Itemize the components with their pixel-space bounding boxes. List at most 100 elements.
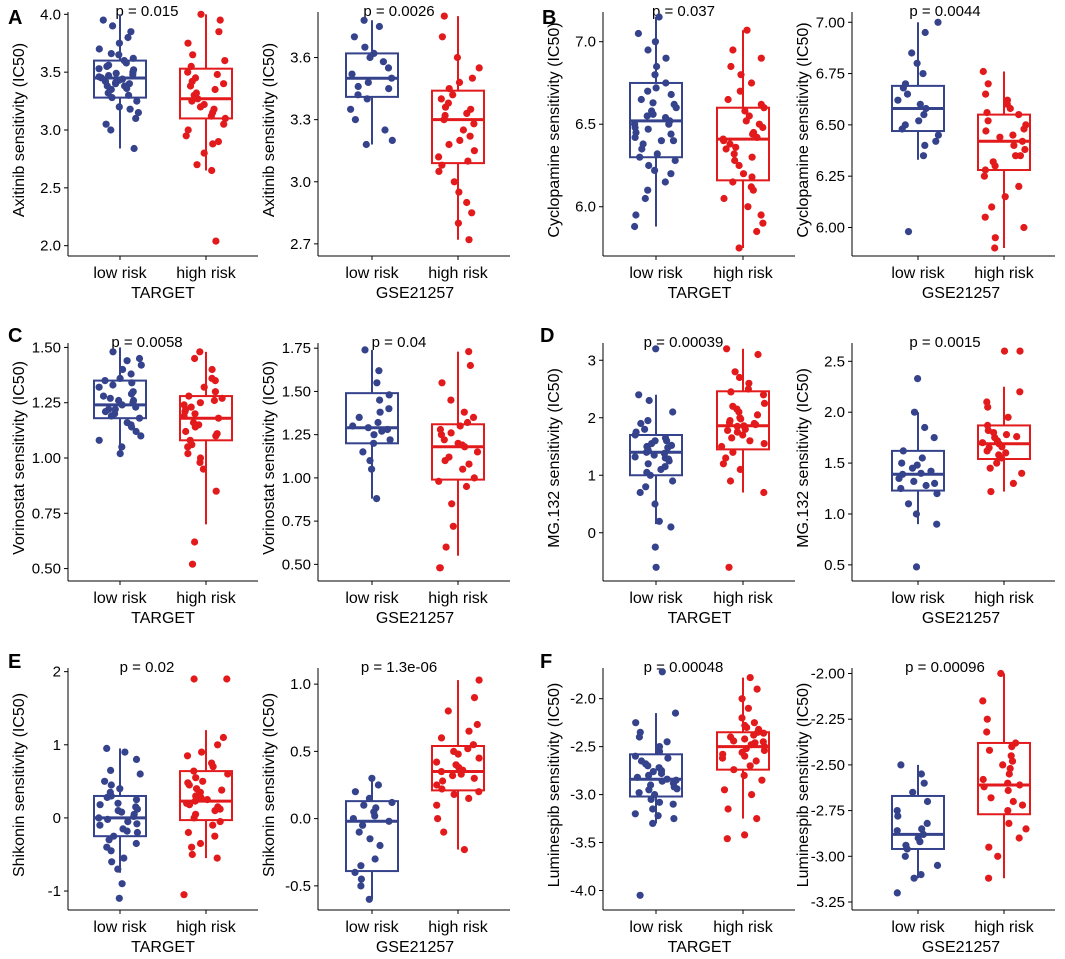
data-point [116, 374, 124, 382]
y-tick-label: 2.5 [824, 353, 845, 370]
y-axis-title: MG.132 sensitivity (IC50) [546, 368, 563, 548]
data-point [757, 100, 765, 108]
data-point [457, 770, 465, 778]
y-tick-label: 6.5 [575, 116, 596, 133]
box-iqr [179, 770, 233, 822]
data-point [982, 90, 990, 98]
data-point [669, 137, 678, 145]
y-tick-label: -4.0 [570, 882, 596, 899]
boxplot-panel-2: 2.7 3.0 3.3 3.6 Axitinib sensitivity (IC50) l… [261, 3, 510, 302]
data-point [753, 815, 761, 823]
data-point [108, 94, 116, 102]
data-point [438, 33, 446, 41]
data-point [1006, 104, 1014, 113]
data-point [454, 750, 462, 758]
data-point [118, 880, 126, 888]
data-point [753, 685, 761, 693]
data-point [727, 388, 735, 396]
data-point [1009, 797, 1017, 806]
data-point [978, 439, 987, 447]
y-tick-label: 0 [588, 525, 596, 542]
data-point [641, 194, 649, 203]
data-point [216, 16, 224, 24]
data-point [115, 39, 123, 47]
data-point [218, 786, 226, 794]
data-point [384, 64, 393, 72]
data-point [1018, 801, 1027, 809]
data-point [921, 423, 929, 432]
y-tick-label: -3.25 [811, 894, 845, 911]
data-point [631, 120, 639, 128]
data-point [1016, 388, 1024, 396]
data-point [655, 764, 663, 772]
data-point [190, 675, 198, 683]
data-point [185, 392, 193, 400]
data-point [727, 733, 735, 741]
data-point [470, 474, 478, 482]
data-point [220, 80, 228, 88]
data-point [465, 727, 473, 735]
data-point [760, 440, 768, 448]
x-tick-label: high risk [974, 265, 1035, 282]
data-point [124, 33, 132, 42]
data-point [718, 442, 726, 451]
x-tick-label: high risk [974, 590, 1035, 607]
data-point [665, 120, 673, 128]
boxplot-panel-11: -4.0 -3.5 -3.0 -2.5 -2.0 Luminespib sensitivi… [546, 659, 795, 956]
data-point [460, 408, 468, 416]
data-point [986, 464, 994, 472]
data-point [95, 436, 103, 444]
data-point [374, 781, 382, 789]
p-value-label: p = 0.015 [116, 3, 179, 20]
data-point [181, 408, 189, 416]
data-point [725, 563, 733, 571]
data-point [667, 130, 675, 138]
data-point [1009, 131, 1017, 139]
data-point [636, 153, 644, 161]
y-axis-title: Vorinostat sensitivity (IC50) [261, 361, 278, 555]
y-tick-label: 3.0 [290, 174, 311, 191]
data-point [218, 394, 226, 402]
data-point [741, 107, 749, 115]
data-point [743, 723, 751, 732]
data-point [223, 675, 231, 683]
data-point [740, 771, 748, 780]
data-point [104, 815, 112, 824]
data-point [216, 805, 224, 813]
data-point [998, 443, 1006, 451]
data-point [214, 741, 222, 749]
data-point [1010, 141, 1018, 149]
data-point [933, 490, 941, 498]
data-point [664, 455, 673, 463]
data-point [351, 788, 359, 796]
data-point [362, 140, 370, 149]
data-point [655, 517, 663, 525]
data-point [644, 125, 652, 133]
data-point [180, 891, 188, 899]
data-point [920, 779, 928, 787]
data-point [435, 167, 443, 175]
data-point [111, 405, 119, 413]
y-tick-label: 2.0 [40, 238, 61, 255]
data-point [654, 812, 662, 820]
data-point [760, 746, 769, 755]
data-point [447, 429, 455, 437]
data-point [440, 12, 448, 20]
data-point [469, 741, 477, 749]
data-point [438, 785, 446, 793]
data-point [917, 469, 925, 477]
data-point [647, 795, 655, 804]
data-point [744, 704, 753, 712]
data-point [213, 70, 221, 79]
x-tick-label: low risk [93, 265, 147, 282]
data-point [652, 345, 660, 353]
y-tick-label: 6.00 [816, 219, 845, 236]
data-point [368, 465, 376, 473]
y-tick-label: 6.0 [575, 199, 596, 216]
data-point [752, 757, 760, 765]
data-point [468, 209, 476, 217]
data-point [213, 430, 221, 438]
data-point [729, 178, 737, 186]
data-point [191, 410, 199, 418]
data-point [456, 422, 464, 430]
